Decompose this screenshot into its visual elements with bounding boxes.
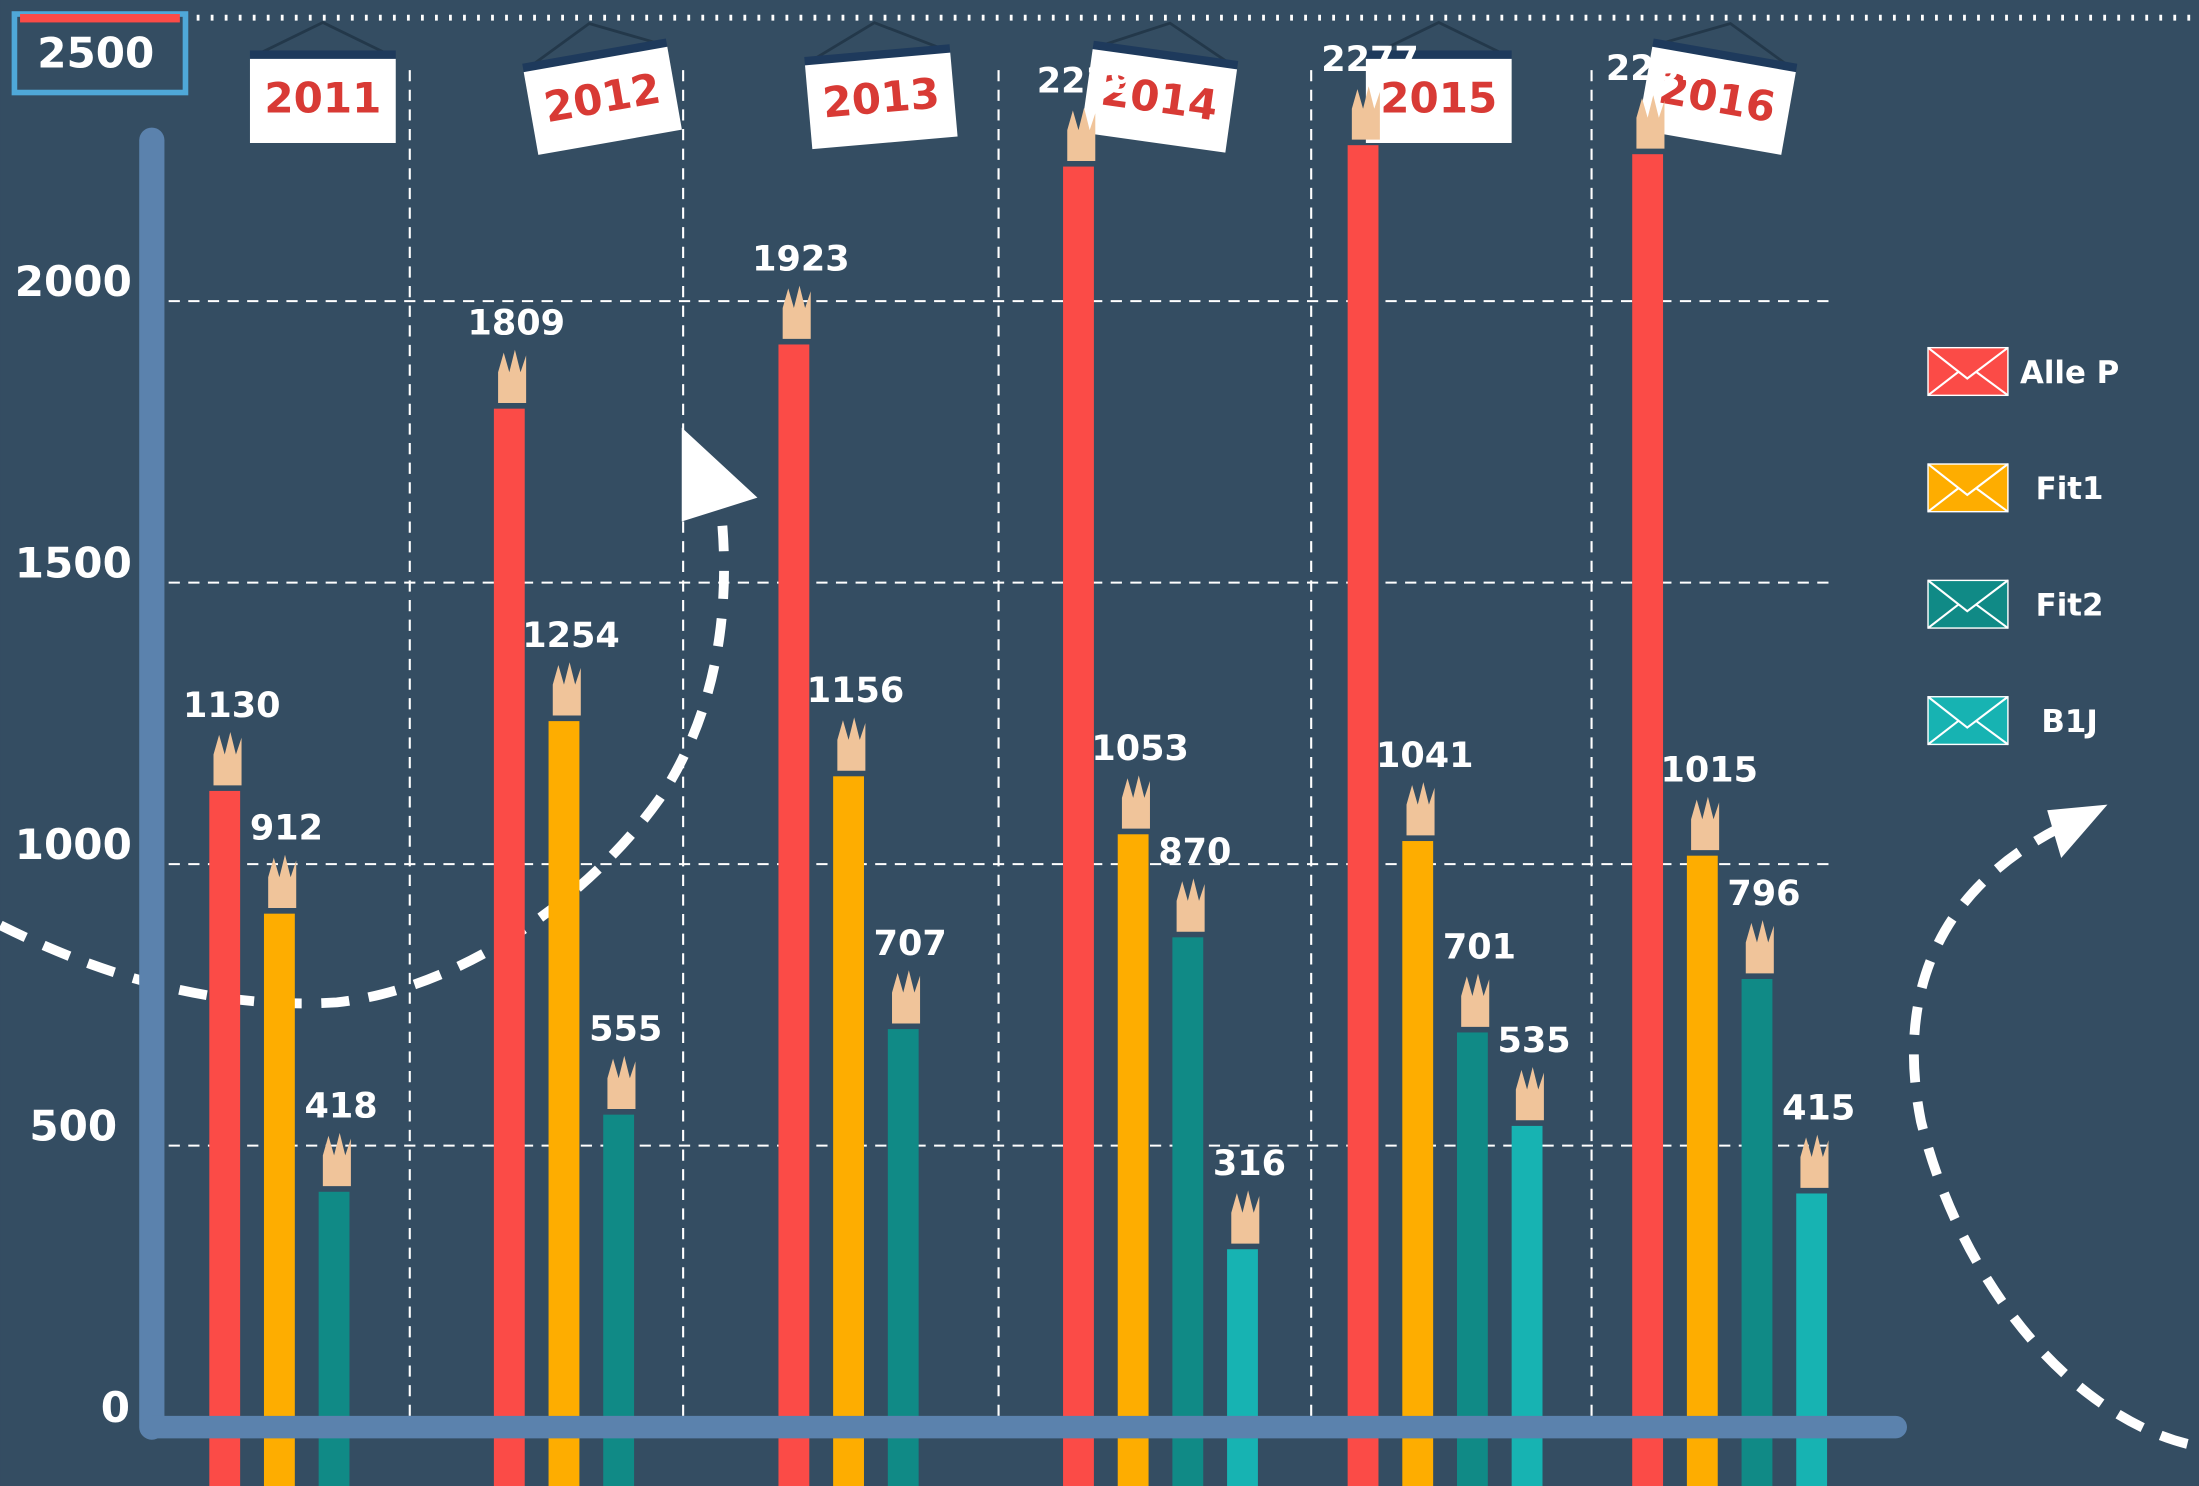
data-label: 2239 <box>1037 60 1135 101</box>
data-label: 1809 <box>468 303 566 344</box>
bar <box>209 791 240 1486</box>
data-label: 2277 <box>1321 39 1419 80</box>
data-label: 316 <box>1213 1143 1286 1184</box>
data-label: 796 <box>1727 873 1800 914</box>
data-label: 1923 <box>752 238 850 279</box>
bar <box>1227 1249 1258 1486</box>
data-label: 1254 <box>522 615 620 656</box>
data-label: 555 <box>589 1009 662 1050</box>
data-label: 1053 <box>1091 728 1189 769</box>
bar <box>494 409 525 1486</box>
bar <box>1402 841 1433 1486</box>
data-label: 415 <box>1782 1087 1855 1128</box>
top-tick-bar <box>20 14 180 22</box>
bar <box>264 914 295 1486</box>
bar <box>1172 937 1203 1486</box>
data-label: 701 <box>1443 926 1516 967</box>
bar <box>1742 979 1773 1486</box>
bar <box>1118 834 1149 1486</box>
data-label: 535 <box>1498 1020 1571 1061</box>
legend-label: Fit1 <box>2036 471 2104 507</box>
legend-icon <box>1928 464 2008 512</box>
bar <box>1348 145 1379 1486</box>
bar <box>1796 1193 1827 1486</box>
legend-icon <box>1928 580 2008 628</box>
legend-icon <box>1928 348 2008 396</box>
data-label: 1015 <box>1661 750 1758 791</box>
y-tick-label: 1000 <box>15 820 132 869</box>
bar <box>833 776 864 1486</box>
data-label: 1041 <box>1376 735 1473 776</box>
y-tick-label: 2000 <box>15 257 132 306</box>
legend-label: Fit2 <box>2036 588 2104 624</box>
bar <box>1687 856 1718 1486</box>
bar <box>778 344 809 1486</box>
bar <box>1063 167 1094 1486</box>
bar <box>549 721 580 1486</box>
legend-label: B1J <box>2041 704 2097 740</box>
x-tick-label: 2015 <box>1380 73 1497 122</box>
bar <box>1632 154 1663 1486</box>
x-tick-label: 2011 <box>264 73 381 122</box>
legend-icon <box>1928 697 2008 745</box>
data-label: 1130 <box>183 685 281 726</box>
data-label: 870 <box>1158 831 1231 872</box>
data-label: 912 <box>250 808 323 849</box>
y-tick-label: 1500 <box>15 538 132 587</box>
data-label: 418 <box>305 1086 378 1127</box>
legend-label: Alle P <box>2020 355 2119 391</box>
data-label: 2261 <box>1606 48 1703 89</box>
y-tick-label: 2500 <box>37 29 154 78</box>
y-tick-label: 500 <box>29 1101 117 1150</box>
data-label: 707 <box>874 923 947 964</box>
x-tick-label: 2013 <box>821 68 942 127</box>
bar <box>319 1192 350 1486</box>
page: {"chart_data": {"type": "bar", "categori… <box>0 0 2199 1486</box>
chart: 0500100015002000250020112012201320142015… <box>0 0 2199 1486</box>
data-label: 1156 <box>807 670 905 711</box>
y-tick-label: 0 <box>101 1383 130 1432</box>
